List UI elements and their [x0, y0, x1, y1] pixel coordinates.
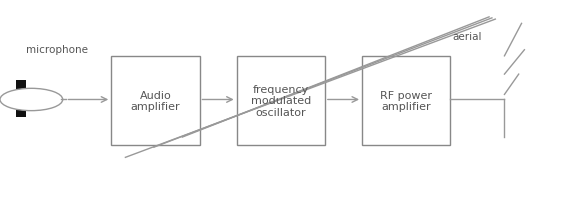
Bar	[111, 57, 200, 145]
Text: Audio
amplifier: Audio amplifier	[131, 90, 180, 112]
Bar	[16, 81, 26, 117]
Bar	[237, 57, 325, 145]
Bar	[362, 57, 450, 145]
Text: microphone: microphone	[26, 45, 88, 55]
Text: aerial: aerial	[452, 31, 482, 41]
Ellipse shape	[0, 89, 63, 111]
Text: frequency
modulated
oscillator: frequency modulated oscillator	[251, 84, 311, 118]
Text: RF power
amplifier: RF power amplifier	[380, 90, 432, 112]
